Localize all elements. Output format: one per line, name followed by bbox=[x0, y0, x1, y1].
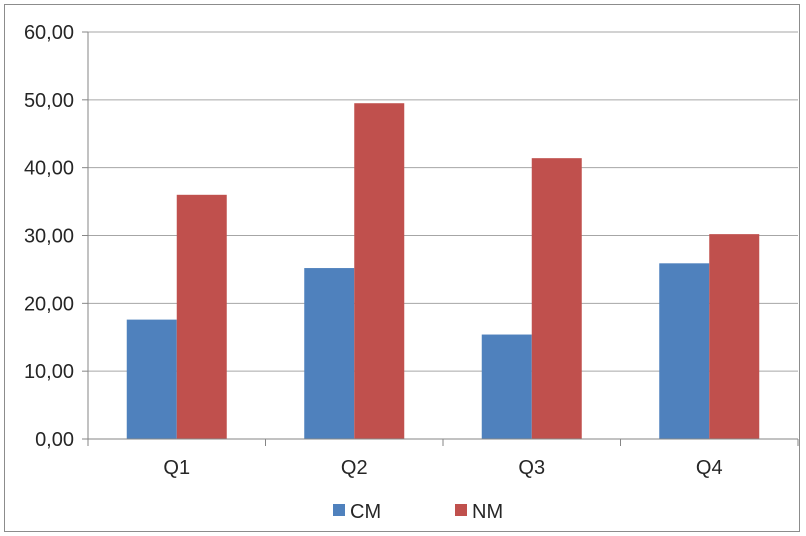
bar-nm-q3 bbox=[531, 158, 582, 440]
bar-nm-q1 bbox=[176, 194, 227, 439]
y-tick-labels: 0,00 10,00 20,00 30,00 40,00 50,00 60,00 bbox=[24, 22, 74, 451]
bar-cm-q2 bbox=[304, 268, 355, 439]
y-tick-label: 60,00 bbox=[24, 22, 74, 44]
bar-cm-q1 bbox=[126, 319, 177, 439]
bar-cm-q4 bbox=[659, 263, 710, 439]
legend: CM NM bbox=[333, 501, 503, 523]
bar-nm-q4 bbox=[709, 234, 760, 439]
x-tick-labels: Q1 Q2 Q3 Q4 bbox=[163, 457, 722, 479]
bars bbox=[126, 103, 760, 440]
legend-swatch-cm bbox=[333, 504, 345, 516]
x-tick-label: Q2 bbox=[341, 457, 368, 479]
y-tick-label: 30,00 bbox=[24, 226, 74, 248]
bar-nm-q2 bbox=[354, 103, 405, 439]
legend-label-nm: NM bbox=[472, 501, 503, 523]
legend-label-cm: CM bbox=[350, 501, 381, 523]
y-tick-label: 50,00 bbox=[24, 90, 74, 112]
x-tick-label: Q4 bbox=[696, 457, 723, 479]
axes bbox=[82, 31, 799, 446]
bar-cm-q3 bbox=[481, 334, 532, 439]
x-tick-label: Q3 bbox=[518, 457, 545, 479]
y-tick-label: 20,00 bbox=[24, 293, 74, 315]
legend-swatch-nm bbox=[455, 504, 467, 516]
x-tick-label: Q1 bbox=[163, 457, 190, 479]
y-tick-label: 10,00 bbox=[24, 361, 74, 383]
y-tick-label: 0,00 bbox=[35, 429, 74, 451]
y-tick-label: 40,00 bbox=[24, 158, 74, 180]
